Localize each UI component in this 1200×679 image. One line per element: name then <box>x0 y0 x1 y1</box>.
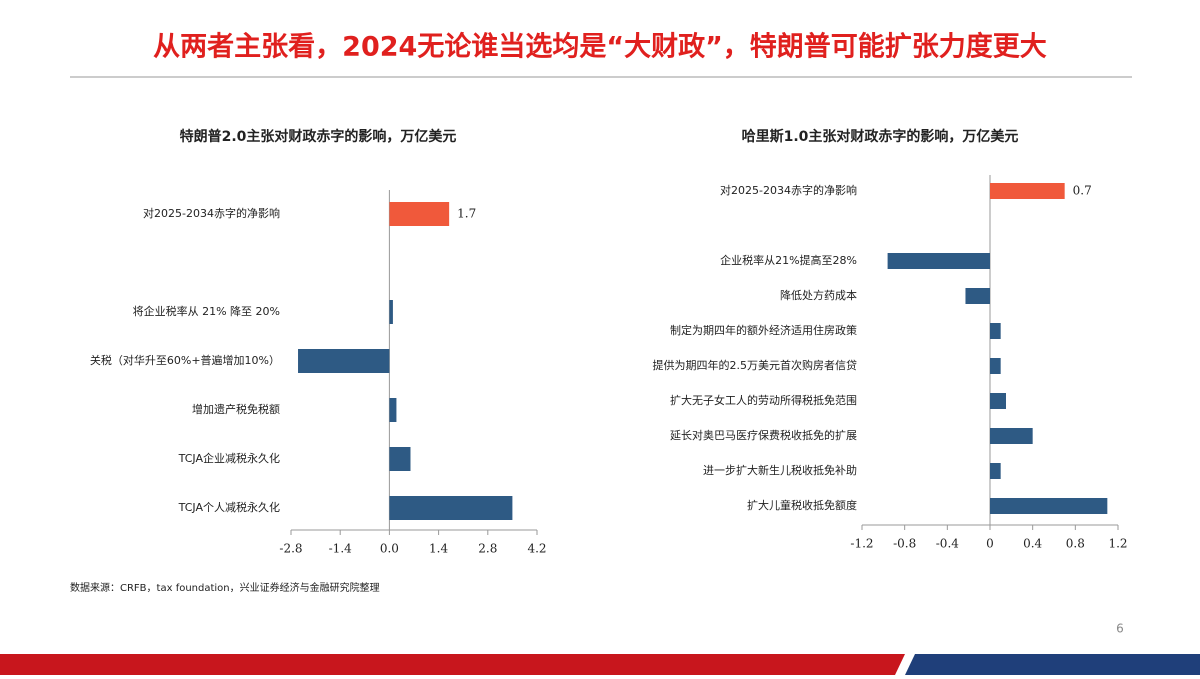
x-tick-label: 4.2 <box>527 542 546 556</box>
bar <box>389 300 393 324</box>
bar <box>990 323 1001 339</box>
category-label: 延长对奥巴马医疗保费税收抵免的扩展 <box>670 428 857 442</box>
charts: 特朗普2.0主张对财政赤字的影响，万亿美元 -2.8 -1.4 0.0 1.4 2.8 4.… <box>90 128 1128 556</box>
category-label: 增加遗产税免税额 <box>192 402 280 416</box>
category-label: 扩大无子女工人的劳动所得税抵免范围 <box>670 393 857 407</box>
bar <box>990 358 1001 374</box>
bar <box>965 288 990 304</box>
bar <box>389 202 450 226</box>
category-label: 企业税率从21%提高至28% <box>720 253 857 267</box>
x-tick-label: -0.8 <box>893 537 916 551</box>
x-tick-label: 0 <box>986 537 994 551</box>
bar <box>990 393 1006 409</box>
category-label: 扩大儿童税收抵免额度 <box>747 498 857 512</box>
footer-band-blue <box>905 654 1200 675</box>
bar <box>990 463 1001 479</box>
category-label: 对2025-2034赤字的净影响 <box>720 183 857 197</box>
category-label: 制定为期四年的额外经济适用住房政策 <box>670 323 857 337</box>
x-tick-label: -1.4 <box>329 542 353 556</box>
bar <box>990 428 1033 444</box>
slide-title: 从两者主张看，2024无论谁当选均是“大财政”，特朗普可能扩张力度更大 <box>153 31 1047 63</box>
chart-title: 哈里斯1.0主张对财政赤字的影响，万亿美元 <box>742 128 1019 145</box>
x-tick-label: -0.4 <box>936 537 960 551</box>
category-label: 将企业税率从 21% 降至 20% <box>133 304 280 318</box>
bar <box>990 498 1108 514</box>
category-label: 进一步扩大新生儿税收抵免补助 <box>703 463 857 477</box>
x-tick-label: 0.4 <box>1023 537 1042 551</box>
bar <box>298 349 390 373</box>
category-label: 关税（对华升至60%+普遍增加10%） <box>90 353 280 367</box>
x-tick-label: 0.8 <box>1066 537 1085 551</box>
x-tick-label: 0.0 <box>380 542 399 556</box>
x-tick-label: -2.8 <box>279 542 302 556</box>
value-label: 1.7 <box>457 207 476 221</box>
bar <box>389 398 397 422</box>
x-tick-label: 1.2 <box>1108 537 1127 551</box>
bar <box>990 183 1065 199</box>
bar <box>389 447 411 471</box>
category-label: 提供为期四年的2.5万美元首次购房者信贷 <box>653 358 858 372</box>
x-tick-label: 1.4 <box>429 542 448 556</box>
category-label: TCJA企业减税永久化 <box>178 451 280 465</box>
category-label: 降低处方药成本 <box>780 288 857 302</box>
footer-band-red <box>0 654 905 675</box>
x-tick-label: -1.2 <box>850 537 873 551</box>
category-label: TCJA个人减税永久化 <box>178 500 280 514</box>
category-label: 对2025-2034赤字的净影响 <box>143 206 280 220</box>
bar <box>887 253 990 269</box>
chart-title: 特朗普2.0主张对财政赤字的影响，万亿美元 <box>180 128 457 145</box>
page-number: 6 <box>1116 622 1124 636</box>
x-tick-label: 2.8 <box>478 542 497 556</box>
source-note: 数据来源：CRFB，tax foundation，兴业证券经济与金融研究院整理 <box>70 581 380 594</box>
value-label: 0.7 <box>1073 184 1092 198</box>
bar <box>389 496 513 520</box>
